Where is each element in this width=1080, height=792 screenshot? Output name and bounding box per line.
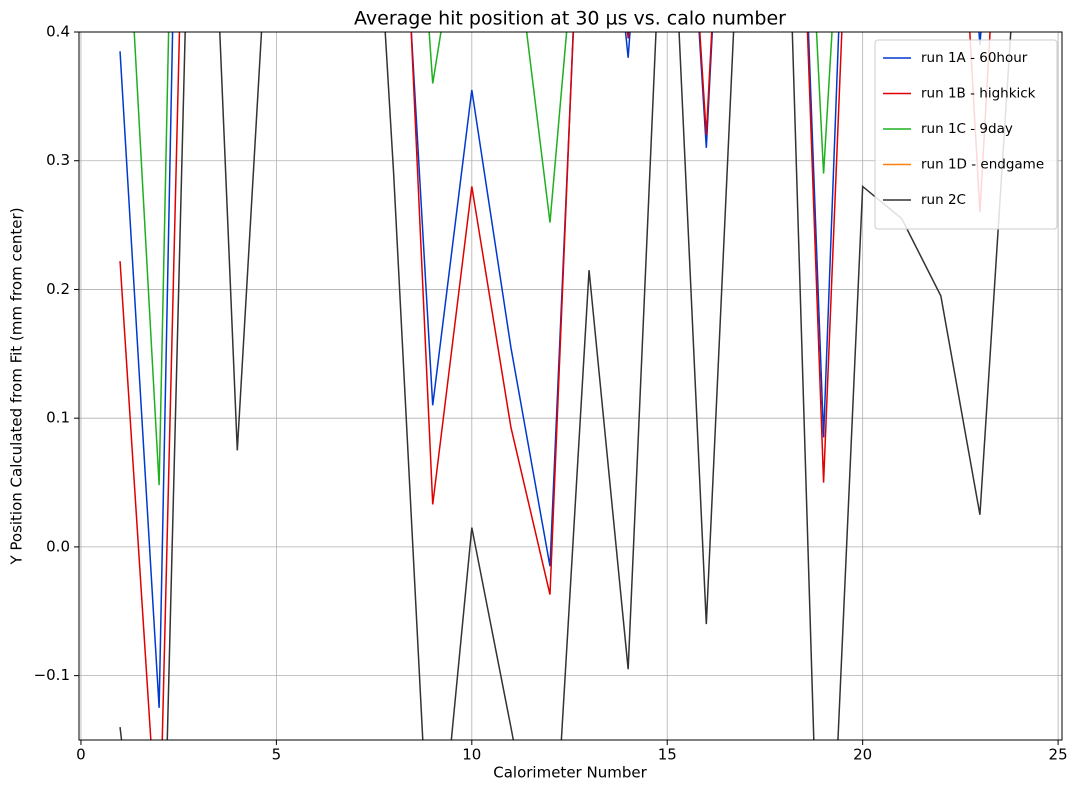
x-tick-label: 20 xyxy=(853,746,872,764)
plot-frame xyxy=(78,31,1063,741)
legend: run 1A - 60hour run 1B - highkick run 1C -… xyxy=(874,39,1058,230)
plot-area xyxy=(119,32,1012,740)
y-axis-label: Y Position Calculated from Fit (mm from … xyxy=(8,207,26,565)
x-tick-label: 0 xyxy=(76,746,86,764)
legend-label: run 1A - 60hour xyxy=(921,50,1028,66)
series-line xyxy=(119,32,1012,740)
y-tick-label: 0.3 xyxy=(46,151,70,169)
y-tick-label: 0.1 xyxy=(46,409,70,427)
x-tick-label: 5 xyxy=(272,746,282,764)
x-tick-label: 25 xyxy=(1049,746,1068,764)
legend-label: run 1C - 9day xyxy=(921,121,1013,137)
y-tick-label: −0.1 xyxy=(34,666,70,684)
chart-title: Average hit position at 30 µs vs. calo n… xyxy=(354,8,786,30)
legend-label: run 2C xyxy=(921,192,966,208)
x-tick-label: 15 xyxy=(658,746,677,764)
legend-label: run 1B - highkick xyxy=(921,86,1036,102)
x-tick-label: 10 xyxy=(462,746,481,764)
x-axis-label: Calorimeter Number xyxy=(493,764,647,782)
y-tick-label: 0.2 xyxy=(46,280,70,298)
legend-box xyxy=(874,39,1058,230)
y-tick-label: 0.4 xyxy=(46,23,70,41)
y-tick-label: 0.0 xyxy=(46,537,70,555)
series-line xyxy=(119,32,991,740)
legend-label: run 1D - endgame xyxy=(921,157,1044,173)
